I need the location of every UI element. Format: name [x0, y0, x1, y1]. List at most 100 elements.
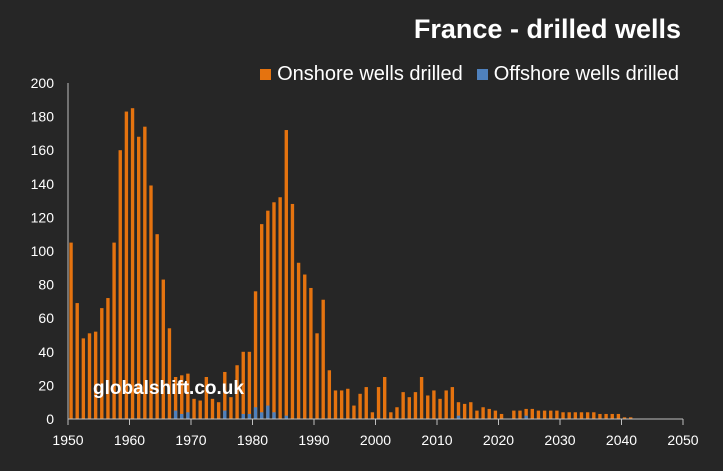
y-tick-label: 40 [38, 344, 54, 360]
onshore-bar-2010 [438, 398, 442, 419]
onshore-bar-1955 [100, 308, 104, 419]
onshore-bar-2029 [555, 410, 559, 419]
onshore-bar-2022 [512, 410, 516, 419]
onshore-bar-2041 [629, 417, 633, 419]
y-tick-label: 0 [46, 411, 54, 427]
offshore-bar-1983 [272, 412, 276, 419]
onshore-bar-2031 [567, 412, 571, 419]
onshore-bar-2018 [487, 408, 491, 419]
onshore-bar-2023 [518, 410, 522, 419]
legend-swatch-onshore [260, 69, 272, 80]
onshore-bar-1998 [364, 387, 368, 419]
onshore-bar-2013 [456, 402, 461, 419]
onshore-bar-2004 [401, 392, 405, 419]
x-tick-label: 2020 [483, 432, 514, 448]
onshore-bar-1963 [149, 185, 153, 419]
y-tick-label: 120 [31, 209, 55, 225]
y-tick-label: 20 [38, 377, 54, 393]
onshore-bar-2036 [598, 413, 602, 419]
onshore-bar-1950 [69, 242, 73, 419]
onshore-bar-1984 [278, 197, 282, 419]
onshore-bar-1962 [143, 126, 147, 420]
onshore-bar-1999 [370, 412, 375, 419]
onshore-bar-2001 [383, 377, 387, 419]
offshore-bar-1979 [247, 413, 252, 419]
onshore-bar-1979 [247, 351, 252, 419]
offshore-bar-1980 [253, 407, 258, 419]
onshore-bar-2007 [419, 377, 424, 419]
legend-item-onshore: Onshore wells drilled [260, 63, 463, 86]
onshore-bar-1991 [321, 299, 325, 419]
legend-swatch-offshore [476, 69, 488, 80]
onshore-bar-2025 [530, 408, 534, 419]
onshore-bar-1983 [272, 202, 276, 419]
onshore-bar-1981 [260, 224, 264, 419]
onshore-bar-2026 [536, 410, 541, 419]
onshore-bar-2032 [573, 412, 578, 419]
onshore-bar-1997 [358, 393, 362, 419]
legend-item-offshore: Offshore wells drilled [476, 63, 679, 86]
onshore-bar-2027 [542, 410, 547, 419]
onshore-bar-1996 [352, 405, 356, 419]
offshore-bar-2013 [456, 415, 461, 419]
legend: Onshore wells drilled Offshore wells dri… [246, 63, 679, 86]
onshore-bar-1965 [161, 279, 165, 419]
onshore-bar-2016 [475, 410, 479, 419]
onshore-bar-1975 [223, 371, 227, 419]
onshore-bar-2034 [585, 412, 590, 419]
onshore-bar-1994 [339, 390, 344, 419]
offshore-bar-1967 [173, 410, 178, 419]
x-tick-label: 2050 [667, 432, 698, 448]
watermark: globalshift.co.uk [93, 378, 244, 399]
onshore-bar-1970 [192, 398, 196, 419]
onshore-bar-1960 [130, 108, 135, 419]
onshore-bar-1992 [327, 370, 332, 419]
onshore-bar-1966 [167, 328, 172, 419]
onshore-bar-2039 [616, 413, 621, 419]
onshore-bar-1988 [303, 274, 307, 419]
offshore-bar-1968 [180, 413, 184, 419]
onshore-bar-2000 [376, 387, 381, 419]
onshore-bar-1951 [75, 303, 79, 419]
onshore-bar-1969 [186, 373, 190, 419]
onshore-bar-2024 [524, 408, 528, 419]
y-tick-label: 80 [38, 277, 54, 293]
offshore-bar-1982 [266, 405, 270, 419]
onshore-bar-2015 [469, 402, 473, 419]
x-tick-label: 1960 [114, 432, 145, 448]
onshore-bar-1974 [216, 402, 221, 419]
onshore-bar-1995 [346, 388, 350, 419]
onshore-bar-2011 [444, 390, 448, 419]
onshore-bar-1993 [333, 390, 338, 419]
onshore-bar-1952 [81, 338, 86, 419]
y-tick-label: 180 [31, 109, 55, 125]
onshore-bar-1967 [173, 377, 178, 419]
onshore-bar-2002 [389, 412, 393, 419]
onshore-bar-1976 [229, 397, 233, 419]
onshore-bar-1956 [106, 298, 110, 419]
onshore-bar-1964 [155, 234, 159, 419]
onshore-bar-1990 [315, 333, 319, 419]
onshore-bar-2019 [493, 410, 498, 419]
y-tick-label: 100 [31, 243, 55, 259]
onshore-bar-1973 [210, 398, 215, 419]
onshore-bar-1977 [235, 365, 239, 419]
y-tick-label: 140 [31, 176, 55, 192]
onshore-bar-2040 [622, 417, 627, 419]
onshore-bar-1989 [309, 287, 313, 419]
x-tick-label: 1950 [52, 432, 83, 448]
onshore-bar-2009 [432, 390, 436, 419]
offshore-bar-1969 [186, 412, 190, 419]
onshore-bar-1982 [266, 210, 270, 419]
onshore-bar-1953 [87, 333, 92, 419]
onshore-bar-2033 [579, 412, 584, 419]
x-tick-label: 1970 [175, 432, 206, 448]
onshore-bar-2005 [407, 397, 411, 419]
offshore-bar-1985 [284, 415, 288, 419]
y-tick-label: 60 [38, 310, 54, 326]
onshore-bar-2020 [499, 413, 504, 419]
onshore-bar-2038 [610, 413, 614, 419]
offshore-bar-1978 [241, 413, 245, 419]
onshore-bar-1971 [198, 400, 202, 419]
